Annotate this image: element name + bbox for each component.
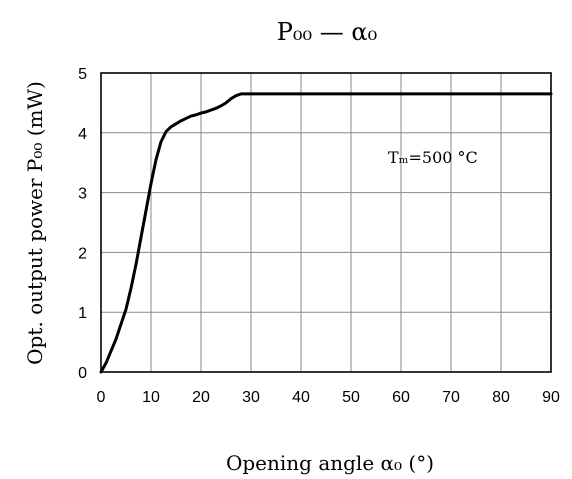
y-tick-label: 1 [78, 305, 87, 322]
x-tick-label: 40 [292, 389, 310, 406]
x-tick-label: 90 [542, 389, 560, 406]
annotation-label: Tₘ=500 °C [388, 148, 478, 167]
x-tick-label: 20 [192, 389, 210, 406]
x-tick-label: 70 [442, 389, 460, 406]
series-line [99, 92, 553, 374]
y-tick-label: 2 [78, 245, 87, 262]
axis-ticks: 0 10 20 30 40 50 60 70 80 90 0 1 2 3 4 5 [78, 66, 560, 406]
x-axis-label: Opening angle α₀ (°) [226, 451, 434, 475]
y-tick-label: 4 [78, 126, 87, 143]
y-tick-label: 3 [78, 186, 87, 203]
chart-title: P₀₀ — α₀ [277, 18, 377, 46]
x-tick-label: 80 [492, 389, 510, 406]
x-tick-label: 0 [97, 389, 106, 406]
x-tick-label: 50 [342, 389, 360, 406]
x-tick-label: 30 [242, 389, 260, 406]
x-tick-label: 10 [142, 389, 160, 406]
plot-area [100, 72, 552, 373]
grid [101, 73, 551, 372]
y-axis-label: Opt. output power P₀₀ (mW) [23, 81, 47, 365]
y-tick-label: 5 [78, 66, 87, 83]
x-tick-label: 60 [392, 389, 410, 406]
y-tick-label: 0 [78, 365, 87, 382]
